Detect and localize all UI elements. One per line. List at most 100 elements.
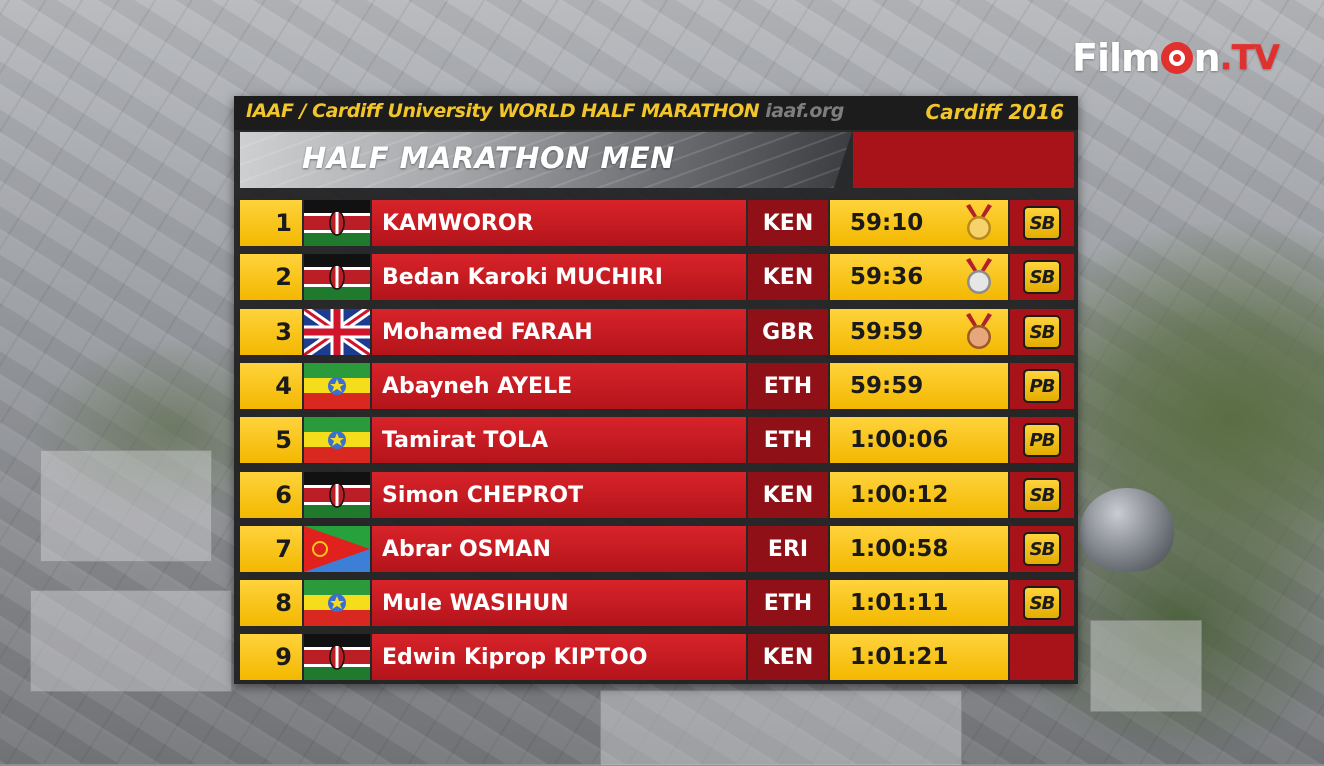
result-row: 4 Abayneh AYELE ETH 59:59 PB — [240, 363, 1074, 409]
record-badge: SB — [1023, 478, 1061, 512]
nationality-code: KEN — [748, 472, 828, 518]
athlete-name: Abayneh AYELE — [372, 363, 746, 409]
finish-time-value: 59:59 — [850, 319, 924, 345]
flag-gbr-icon — [304, 309, 370, 355]
athlete-name: Edwin Kiprop KIPTOO — [372, 634, 746, 680]
record-cell: SB — [1010, 200, 1074, 246]
position-cell: 2 — [240, 254, 302, 300]
athlete-name: Abrar OSMAN — [372, 526, 746, 572]
record-badge: SB — [1023, 206, 1061, 240]
finish-time: 59:59 — [830, 363, 1008, 409]
nationality-code: KEN — [748, 254, 828, 300]
nationality-code: GBR — [748, 309, 828, 355]
flag-eth-icon — [304, 363, 370, 409]
nationality-code: ETH — [748, 417, 828, 463]
record-badge: SB — [1023, 260, 1061, 294]
result-row: 3 Mohamed FARAH GBR 59:59 SB — [240, 309, 1074, 355]
finish-time: 59:10 — [830, 200, 1008, 246]
flag-ken-icon — [304, 472, 370, 518]
finish-time: 1:00:12 — [830, 472, 1008, 518]
finish-time-value: 1:00:58 — [850, 536, 949, 562]
race-title: HALF MARATHON MEN — [302, 141, 675, 175]
result-row: 2 Bedan Karoki MUCHIRI KEN 59:36 SB — [240, 254, 1074, 300]
position-cell: 6 — [240, 472, 302, 518]
result-row: 5 Tamirat TOLA ETH 1:00:06 PB — [240, 417, 1074, 463]
result-row: 1 KAMWOROR KEN 59:10 SB — [240, 200, 1074, 246]
race-title-bar: HALF MARATHON MEN — [240, 132, 852, 188]
flag-eth-icon — [304, 417, 370, 463]
athlete-name: Simon CHEPROT — [372, 472, 746, 518]
record-cell: SB — [1010, 580, 1074, 626]
flag-ken-icon — [304, 634, 370, 680]
finish-time: 1:01:11 — [830, 580, 1008, 626]
flag-ken-icon — [304, 254, 370, 300]
finish-time: 1:00:58 — [830, 526, 1008, 572]
position-cell: 4 — [240, 363, 302, 409]
stadium-dome — [1080, 488, 1174, 572]
athlete-name: KAMWOROR — [372, 200, 746, 246]
record-badge: PB — [1023, 423, 1061, 457]
record-cell: SB — [1010, 526, 1074, 572]
finish-time-value: 1:00:06 — [850, 427, 949, 453]
position-cell: 3 — [240, 309, 302, 355]
finish-time-value: 1:01:11 — [850, 590, 949, 616]
finish-time-value: 1:01:21 — [850, 644, 949, 670]
silver-medal-icon — [964, 258, 994, 296]
record-badge: SB — [1023, 532, 1061, 566]
gold-medal-icon — [964, 204, 994, 242]
record-cell: SB — [1010, 472, 1074, 518]
athlete-name: Bedan Karoki MUCHIRI — [372, 254, 746, 300]
record-cell: PB — [1010, 363, 1074, 409]
filmon-logo: Film n .TV — [1072, 36, 1280, 80]
finish-time: 59:36 — [830, 254, 1008, 300]
position-cell: 5 — [240, 417, 302, 463]
flag-eth-icon — [304, 580, 370, 626]
event-name: / Cardiff University WORLD HALF MARATHON — [293, 100, 766, 122]
finish-time-value: 59:10 — [850, 210, 924, 236]
position-cell: 8 — [240, 580, 302, 626]
background-building — [40, 450, 212, 562]
result-row: 7 Abrar OSMAN ERI 1:00:58 SB — [240, 526, 1074, 572]
nationality-code: ETH — [748, 363, 828, 409]
finish-time: 1:01:21 — [830, 634, 1008, 680]
nationality-code: ETH — [748, 580, 828, 626]
background-building — [1090, 620, 1202, 712]
nationality-code: ERI — [748, 526, 828, 572]
result-row: 6 Simon CHEPROT KEN 1:00:12 SB — [240, 472, 1074, 518]
event-header-bar: IAAF / Cardiff University WORLD HALF MAR… — [234, 96, 1078, 130]
position-cell: 9 — [240, 634, 302, 680]
flag-ken-icon — [304, 200, 370, 246]
nationality-code: KEN — [748, 200, 828, 246]
filmon-o-icon — [1160, 42, 1193, 74]
nationality-code: KEN — [748, 634, 828, 680]
results-board: IAAF / Cardiff University WORLD HALF MAR… — [234, 96, 1078, 684]
event-title: IAAF / Cardiff University WORLD HALF MAR… — [246, 100, 844, 122]
record-cell: PB — [1010, 417, 1074, 463]
event-org: IAAF — [246, 100, 294, 122]
record-cell — [1010, 634, 1074, 680]
title-accent-block — [853, 132, 1074, 188]
event-site: iaaf.org — [765, 100, 844, 122]
result-row: 8 Mule WASIHUN ETH 1:01:11 SB — [240, 580, 1074, 626]
finish-time: 59:59 — [830, 309, 1008, 355]
record-badge: SB — [1023, 586, 1061, 620]
position-cell: 7 — [240, 526, 302, 572]
finish-time-value: 1:00:12 — [850, 482, 949, 508]
finish-time-value: 59:36 — [850, 264, 924, 290]
finish-time-value: 59:59 — [850, 373, 924, 399]
event-location-year: Cardiff 2016 — [925, 100, 1065, 124]
bronze-medal-icon — [964, 313, 994, 351]
record-cell: SB — [1010, 309, 1074, 355]
record-cell: SB — [1010, 254, 1074, 300]
background-building — [30, 590, 232, 692]
background-building — [600, 690, 962, 766]
athlete-name: Mule WASIHUN — [372, 580, 746, 626]
athlete-name: Tamirat TOLA — [372, 417, 746, 463]
athlete-name: Mohamed FARAH — [372, 309, 746, 355]
finish-time: 1:00:06 — [830, 417, 1008, 463]
position-cell: 1 — [240, 200, 302, 246]
flag-eri-icon — [304, 526, 370, 572]
record-badge: PB — [1023, 369, 1061, 403]
result-row: 9 Edwin Kiprop KIPTOO KEN 1:01:21 — [240, 634, 1074, 680]
record-badge: SB — [1023, 315, 1061, 349]
